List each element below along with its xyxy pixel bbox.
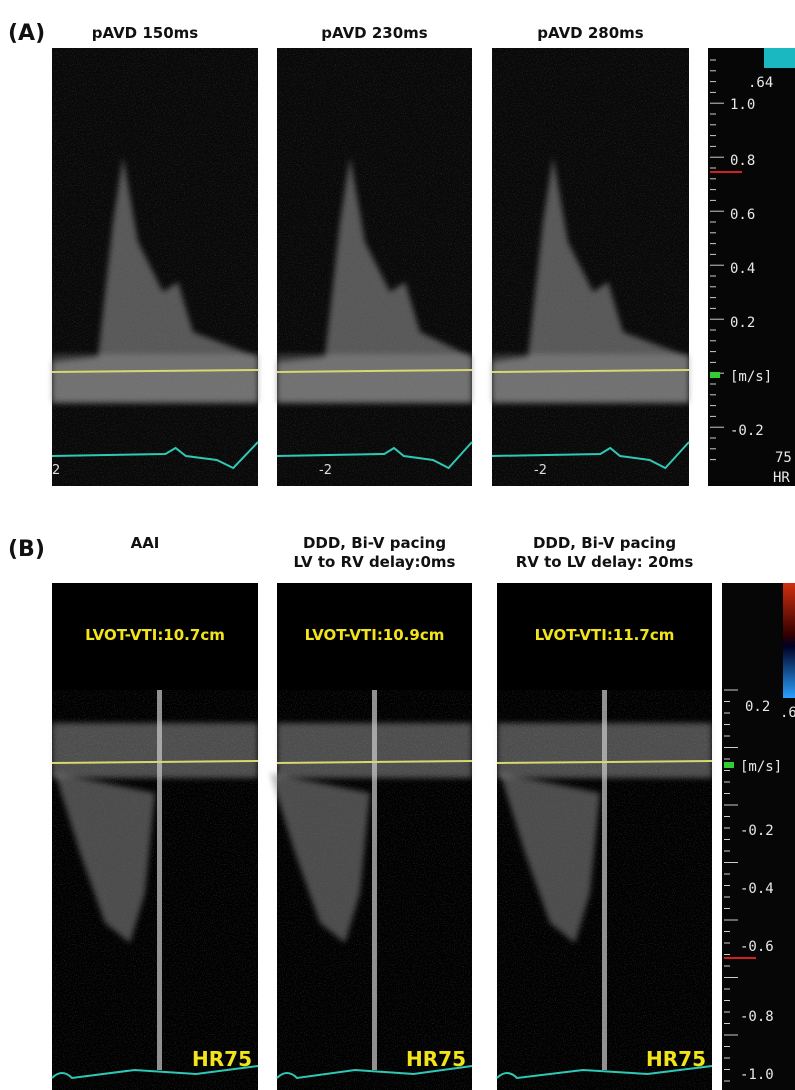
panel-label: (B): [8, 537, 45, 562]
panel-title: pAVD 280ms: [537, 24, 644, 42]
baseline-marker: [710, 372, 720, 378]
scale-label: .6: [780, 705, 795, 721]
scale-label: 1.0: [730, 97, 755, 113]
scale-label: 0.2: [745, 699, 770, 715]
color-bar: [764, 48, 795, 68]
heart-rate: 75: [775, 450, 792, 466]
valve-click: [602, 690, 607, 1070]
panel-label: (A): [8, 21, 45, 46]
scale-label: [m/s]: [740, 759, 782, 775]
scale-label: .64: [748, 75, 773, 91]
panel-title: DDD, Bi-V pacing: [533, 534, 676, 552]
heart-rate: HR75: [192, 1047, 252, 1071]
panel-title: pAVD 150ms: [92, 24, 199, 42]
scale-label: -0.8: [740, 1009, 774, 1025]
panel-title: AAI: [131, 534, 160, 552]
baseline-noise: [52, 354, 258, 404]
scale-label: -0.2: [730, 423, 764, 439]
ecg-trace: [276, 1065, 473, 1080]
flow-spectrum: [270, 773, 370, 943]
velocity-scale: [708, 48, 795, 486]
ecg-trace: [276, 441, 473, 470]
ecg-trace: [491, 441, 690, 470]
scale-label: -0.4: [740, 881, 774, 897]
flow-spectrum: [500, 773, 600, 943]
valve-click: [372, 690, 377, 1070]
baseline-mark: -2: [319, 463, 332, 478]
flow-spectrum: [492, 157, 689, 402]
baseline-mark: -2: [534, 463, 547, 478]
baseline-noise: [277, 354, 472, 404]
scale-label: 0.4: [730, 261, 755, 277]
valve-click: [157, 690, 162, 1070]
doppler-baseline: [491, 369, 690, 373]
doppler-baseline: [276, 760, 473, 764]
vti-label: LVOT-VTI:10.7cm: [85, 626, 225, 644]
scale-label: [m/s]: [730, 369, 772, 385]
ecg-trace: [51, 1065, 259, 1080]
scale-label: 0.6: [730, 207, 755, 223]
panel-title: DDD, Bi-V pacing: [303, 534, 446, 552]
scale-label: -1.0: [740, 1067, 774, 1083]
vti-label: LVOT-VTI:11.7cm: [535, 626, 675, 644]
vti-label: LVOT-VTI:10.9cm: [305, 626, 445, 644]
panel-title: LV to RV delay:0ms: [294, 553, 456, 571]
velocity-scale: [722, 583, 795, 1090]
speckle: [492, 48, 689, 486]
flow-spectrum: [277, 157, 472, 402]
doppler-baseline: [51, 760, 259, 764]
heart-rate: HR75: [406, 1047, 466, 1071]
doppler-baseline: [276, 369, 473, 373]
scale-label: 0.2: [730, 315, 755, 331]
baseline-noise: [52, 723, 258, 778]
heart-rate-label: HR: [773, 470, 790, 486]
panel-title: RV to LV delay: 20ms: [516, 553, 694, 571]
baseline-mark: 2: [52, 463, 60, 478]
ecg-trace: [51, 441, 259, 470]
ecg-trace: [496, 1065, 713, 1080]
speckle: [52, 48, 258, 486]
panel-title: pAVD 230ms: [321, 24, 428, 42]
scale-label: 0.8: [730, 153, 755, 169]
baseline-marker: [724, 762, 734, 768]
scale-label: -0.6: [740, 939, 774, 955]
flow-spectrum: [55, 773, 155, 943]
doppler-baseline: [51, 369, 259, 373]
scale-label: -0.2: [740, 823, 774, 839]
doppler-baseline: [496, 760, 713, 764]
baseline-noise: [492, 354, 689, 404]
color-bar: [783, 583, 795, 698]
flow-spectrum: [52, 157, 258, 402]
